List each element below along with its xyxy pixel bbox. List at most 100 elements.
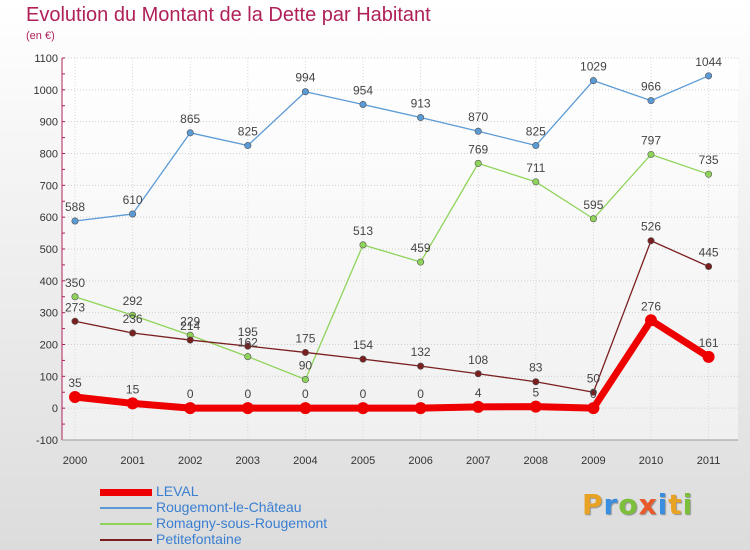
x-tick-label: 2003 (236, 455, 260, 467)
data-label: 825 (238, 125, 258, 139)
data-point (359, 100, 367, 108)
data-point (299, 402, 312, 415)
y-tick-label: 900 (40, 117, 58, 129)
data-label: 0 (244, 387, 251, 401)
y-tick-label: 100 (40, 371, 58, 383)
data-label: 236 (123, 312, 143, 326)
logo-letter: i (682, 488, 694, 521)
data-point (186, 336, 194, 344)
y-tick-label: 800 (40, 149, 58, 161)
data-label: 292 (123, 294, 143, 308)
data-point (474, 127, 482, 135)
data-label: 83 (529, 361, 543, 375)
data-point (474, 370, 482, 378)
x-tick-label: 2000 (63, 455, 87, 467)
data-point (244, 353, 252, 361)
logo-letter: t (668, 488, 683, 521)
data-point (705, 263, 713, 271)
data-point (589, 77, 597, 85)
data-label: 90 (299, 359, 313, 373)
x-tick-label: 2007 (466, 455, 490, 467)
data-label: 966 (641, 80, 661, 94)
data-point (301, 348, 309, 356)
data-point (532, 178, 540, 186)
x-tick-label: 2008 (524, 455, 548, 467)
series-group (69, 72, 715, 415)
data-label: 175 (295, 331, 315, 345)
data-point (186, 129, 194, 137)
logo-letter: P (582, 488, 604, 521)
data-label: 513 (353, 224, 373, 238)
data-point (129, 329, 137, 337)
data-point (702, 350, 715, 363)
data-label: 1029 (580, 60, 607, 74)
data-point (357, 402, 369, 415)
data-labels: 35 15 0 0 0 0 0 4 5 02761615886108658259949549138… (65, 55, 722, 401)
data-label: 526 (641, 220, 661, 234)
data-label: 870 (468, 110, 488, 124)
data-label: 588 (65, 200, 85, 214)
y-tick-label: 200 (40, 340, 58, 352)
y-tick-label: 1100 (34, 53, 58, 65)
legend-swatch (100, 488, 152, 496)
legend-label: Romagny-sous-Rougemont (156, 515, 328, 531)
logo-letter: o (618, 488, 639, 521)
data-label: 162 (238, 336, 258, 350)
data-point (417, 362, 425, 370)
y-tick-label: 0 (52, 403, 58, 415)
data-label: 5 (532, 386, 539, 400)
data-point (532, 142, 540, 150)
data-label: 445 (699, 246, 719, 260)
data-point (184, 402, 197, 415)
data-label: 35 (68, 376, 82, 390)
data-point (589, 388, 597, 396)
data-point (647, 150, 655, 158)
data-point (589, 215, 597, 223)
data-label: 865 (180, 112, 200, 126)
data-point (301, 88, 309, 96)
data-label: 769 (468, 142, 488, 156)
x-tick-label: 2004 (293, 455, 317, 467)
data-label: 195 (238, 325, 258, 339)
data-label: 459 (411, 241, 431, 255)
data-point (71, 217, 79, 225)
data-label: 825 (526, 125, 546, 139)
data-point (71, 293, 79, 301)
data-point (647, 237, 655, 245)
data-label: 994 (295, 71, 315, 85)
data-point (359, 355, 367, 363)
data-label: 913 (411, 97, 431, 111)
proxiti-logo: Proxiti (582, 488, 693, 521)
series-line-3 (74, 240, 710, 393)
x-tick-label: 2010 (639, 455, 663, 467)
data-point (126, 397, 139, 410)
data-point (647, 97, 655, 105)
data-label: 610 (123, 193, 143, 207)
data-point (417, 258, 425, 266)
data-label: 954 (353, 83, 373, 97)
y-tick-label: 1000 (34, 85, 58, 97)
data-label: 154 (353, 338, 373, 352)
y-tick-label: 700 (40, 180, 58, 192)
series-line-1 (74, 75, 710, 222)
x-tick-label: 2011 (697, 455, 721, 467)
data-label: 735 (699, 153, 719, 167)
data-label: 161 (699, 336, 719, 350)
data-label: 595 (583, 198, 603, 212)
legend-swatch (100, 507, 152, 509)
data-point (417, 114, 425, 122)
chart-subtitle: (en €) (26, 30, 55, 42)
data-label: 276 (641, 299, 661, 313)
data-point (705, 170, 713, 178)
data-label: 797 (641, 133, 661, 147)
logo-letter: x (638, 488, 658, 521)
chart-title: Evolution du Montant de la Dette par Hab… (26, 4, 431, 26)
data-point (244, 342, 252, 350)
legend-label: Rougemont-le-Château (156, 499, 302, 515)
data-point (244, 142, 252, 150)
legend-label: LEVAL (156, 483, 199, 499)
x-tick-label: 2002 (178, 455, 202, 467)
data-label: 0 (360, 387, 367, 401)
data-point (241, 402, 254, 415)
data-label: 214 (180, 319, 200, 333)
